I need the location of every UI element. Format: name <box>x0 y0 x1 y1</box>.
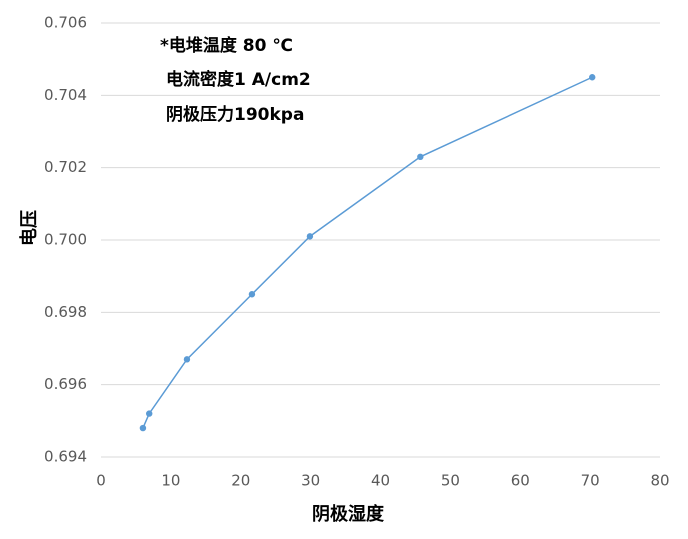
annotation: *电堆温度 80 ℃ <box>160 35 293 56</box>
x-axis-label: 阴极湿度 <box>312 503 385 525</box>
y-tick-label: 0.704 <box>44 86 87 104</box>
y-tick-label: 0.698 <box>44 303 87 321</box>
y-tick-label: 0.702 <box>44 158 87 176</box>
y-tick-label: 0.700 <box>44 231 87 249</box>
x-tick-label: 40 <box>371 472 390 490</box>
y-tick-label: 0.706 <box>44 14 87 32</box>
point <box>306 233 314 240</box>
x-tick-label: 10 <box>161 472 180 490</box>
point <box>248 291 256 298</box>
x-tick-label: 20 <box>231 472 250 490</box>
x-tick-label: 70 <box>581 472 600 490</box>
x-tick-label: 60 <box>511 472 530 490</box>
y-axis-label: 电压 <box>18 210 40 246</box>
x-tick-label: 0 <box>96 472 106 490</box>
x-tick-label: 50 <box>441 472 460 490</box>
annotation: 电流密度1 A/cm2 <box>166 69 311 90</box>
x-tick-label: 30 <box>301 472 320 490</box>
y-tick-label: 0.694 <box>44 448 87 466</box>
point <box>183 356 191 363</box>
point <box>589 74 596 81</box>
y-tick-label: 0.696 <box>44 375 87 393</box>
x-tick-label: 80 <box>650 472 669 490</box>
point <box>417 153 424 161</box>
point <box>146 410 153 417</box>
annotation: 阴极压力190kpa <box>166 104 304 125</box>
line <box>142 76 593 429</box>
point <box>139 424 147 432</box>
